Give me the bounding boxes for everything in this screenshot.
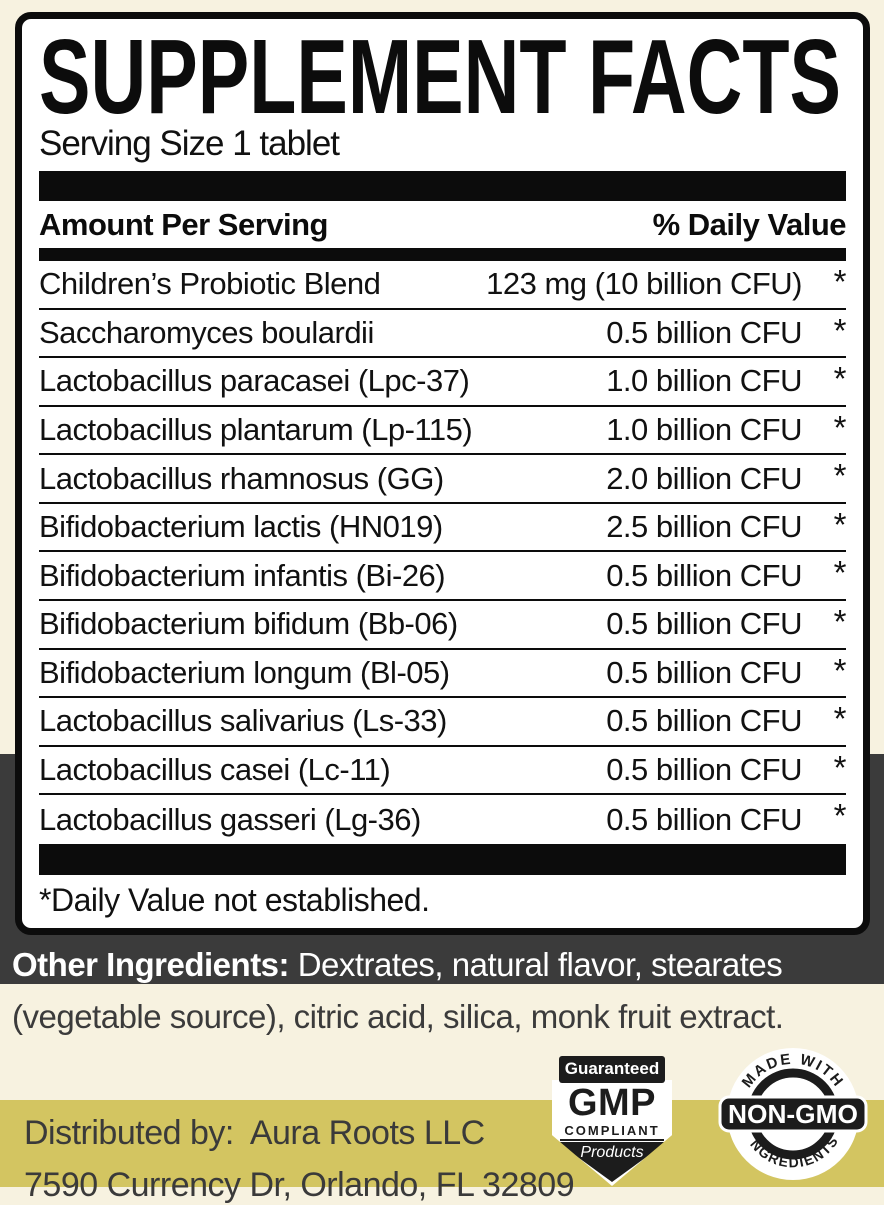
table-row: Bifidobacterium lactis (HN019) 2.5 billio… xyxy=(39,504,847,553)
distributor-address: 7590 Currency Dr, Orlando, FL 32809 xyxy=(24,1166,575,1204)
non-gmo-center-plate xyxy=(718,1095,868,1133)
non-gmo-badge-icon: MADE WITH NON-GMO INGREDIENTS xyxy=(703,1033,868,1180)
ingredient-daily-value: * xyxy=(833,311,847,349)
distributed-by-label: Distributed by: xyxy=(24,1114,234,1152)
ingredient-amount: 0.5 billion CFU xyxy=(606,314,802,350)
divider-bar-top xyxy=(39,171,846,201)
gmp-guaranteed-banner: Guaranteed xyxy=(559,1056,665,1083)
supplement-facts-panel: SUPPLEMENT FACTS Serving Size 1 tablet A… xyxy=(15,12,870,935)
table-row: Lactobacillus gasseri (Lg-36) 0.5 billion… xyxy=(39,795,847,844)
ingredient-name: Lactobacillus plantarum (Lp-115) xyxy=(39,412,473,448)
ingredient-amount: 0.5 billion CFU xyxy=(606,654,802,690)
non-gmo-center-text: NON-GMO xyxy=(728,1099,858,1129)
gmp-compliant-text: COMPLIANT xyxy=(560,1123,664,1141)
ingredient-name: Lactobacillus paracasei (Lpc-37) xyxy=(39,363,470,399)
ingredient-amount: 2.5 billion CFU xyxy=(606,509,802,545)
panel-title-wrap: SUPPLEMENT FACTS xyxy=(39,29,846,125)
page-title: SUPPLEMENT FACTS xyxy=(39,29,841,125)
ingredient-name: Lactobacillus salivarius (Ls-33) xyxy=(39,703,447,739)
gmp-products-chevron: Products xyxy=(557,1142,667,1182)
ingredient-daily-value: * xyxy=(833,603,847,641)
panel-title-svg: SUPPLEMENT FACTS xyxy=(39,29,841,125)
gmp-shield-icon: GMP COMPLIANT Products xyxy=(552,1080,672,1186)
other-ingredients-line2: (vegetable source), citric acid, silica,… xyxy=(12,998,784,1035)
ingredient-name: Bifidobacterium longum (Bl-05) xyxy=(39,654,450,690)
distributor-name: Aura Roots LLC xyxy=(249,1114,485,1152)
facts-table-rows: Children’s Probiotic Blend 123 mg (10 bil… xyxy=(39,261,847,844)
serving-size-text: Serving Size 1 tablet xyxy=(39,124,340,163)
ingredient-name: Bifidobacterium infantis (Bi-26) xyxy=(39,557,446,593)
gmp-main-text: GMP xyxy=(567,1082,657,1124)
non-gmo-badge: MADE WITH NON-GMO INGREDIENTS xyxy=(703,1033,880,1187)
ingredient-amount: 0.5 billion CFU xyxy=(606,606,802,642)
ingredient-amount: 2.0 billion CFU xyxy=(606,460,802,496)
table-row: Lactobacillus casei (Lc-11) 0.5 billion C… xyxy=(39,747,847,796)
gmp-badge: Guaranteed GMP COMPLIANT Products xyxy=(552,1056,672,1186)
table-row: Saccharomyces boulardii 0.5 billion CFU * xyxy=(39,310,847,359)
ingredient-name: Children’s Probiotic Blend xyxy=(39,266,381,302)
ingredient-amount: 1.0 billion CFU xyxy=(606,363,802,399)
ingredient-daily-value: * xyxy=(833,408,847,446)
ingredient-name: Bifidobacterium bifidum (Bb-06) xyxy=(39,606,458,642)
ingredient-daily-value: * xyxy=(833,505,847,543)
ingredient-daily-value: * xyxy=(833,700,847,738)
ingredient-daily-value: * xyxy=(833,554,847,592)
table-row: Lactobacillus paracasei (Lpc-37) 1.0 bill… xyxy=(39,358,847,407)
divider-bar-header xyxy=(39,248,846,261)
ingredient-daily-value: * xyxy=(833,457,847,495)
ingredient-name: Lactobacillus rhamnosus (GG) xyxy=(39,460,444,496)
ingredient-amount: 0.5 billion CFU xyxy=(606,703,802,739)
table-row: Children’s Probiotic Blend 123 mg (10 bil… xyxy=(39,261,847,310)
amount-per-serving-label: Amount Per Serving xyxy=(39,206,329,242)
ingredient-daily-value: * xyxy=(833,797,847,835)
other-ingredients-label: Other Ingredients: xyxy=(12,946,290,983)
facts-table-header: Amount Per Serving % Daily Value xyxy=(39,201,847,248)
ingredient-daily-value: * xyxy=(833,360,847,398)
distributed-by-line: Distributed by: Aura Roots LLC xyxy=(24,1114,485,1153)
ingredient-daily-value: * xyxy=(833,748,847,786)
ingredient-name: Saccharomyces boulardii xyxy=(39,314,374,350)
daily-value-label: % Daily Value xyxy=(652,206,847,242)
ingredient-name: Lactobacillus casei (Lc-11) xyxy=(39,752,391,788)
table-row: Bifidobacterium longum (Bl-05) 0.5 billio… xyxy=(39,650,847,699)
daily-value-footnote: *Daily Value not established. xyxy=(39,881,430,918)
ingredient-daily-value: * xyxy=(833,651,847,689)
ingredient-amount: 0.5 billion CFU xyxy=(606,801,802,837)
divider-bar-bottom xyxy=(39,843,846,875)
other-ingredients-line1: Other Ingredients: Dextrates, natural fl… xyxy=(12,946,783,984)
ingredient-amount: 0.5 billion CFU xyxy=(606,752,802,788)
table-row: Bifidobacterium infantis (Bi-26) 0.5 bill… xyxy=(39,552,847,602)
ingredient-name: Lactobacillus gasseri (Lg-36) xyxy=(39,801,421,837)
ingredient-amount: 123 mg (10 billion CFU) xyxy=(486,266,802,302)
table-row: Bifidobacterium bifidum (Bb-06) 0.5 billi… xyxy=(39,601,847,650)
ingredient-daily-value: * xyxy=(833,263,847,300)
ingredient-name: Bifidobacterium lactis (HN019) xyxy=(39,509,443,545)
ingredient-amount: 0.5 billion CFU xyxy=(606,557,802,593)
ingredient-amount: 1.0 billion CFU xyxy=(606,412,802,448)
other-ingredients-line1-rest: Dextrates, natural flavor, stearates xyxy=(289,946,783,983)
table-row: Lactobacillus plantarum (Lp-115) 1.0 bill… xyxy=(39,407,847,456)
table-row: Lactobacillus salivarius (Ls-33) 0.5 bill… xyxy=(39,698,847,747)
table-row: Lactobacillus rhamnosus (GG) 2.0 billion … xyxy=(39,455,847,504)
